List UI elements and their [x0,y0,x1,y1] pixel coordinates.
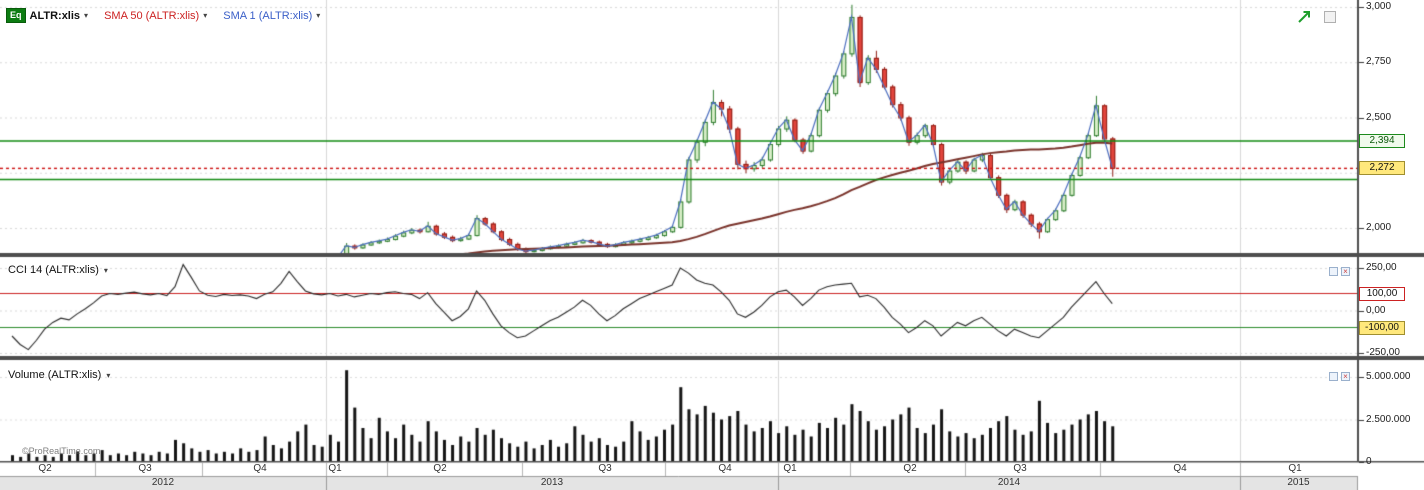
price-axis-badge: 2,394 [1359,133,1405,148]
chart-toolbar-icons [1296,8,1336,25]
sma50-legend-dropdown[interactable]: SMA 50 (ALTR:xlis) ▾ [104,10,207,22]
quarter-label: Q1 [328,463,342,474]
chevron-down-icon: ▾ [203,11,208,20]
cci-axis-badge: -100,00 [1359,320,1405,335]
volume-panel-icons: × [1329,372,1350,381]
quarter-label: Q3 [598,463,612,474]
volume-expand-icon[interactable] [1329,372,1338,381]
cci-panel-dropdown[interactable]: CCI 14 (ALTR:xlis) ▾ [8,264,108,276]
sma1-label: SMA 1 (ALTR:xlis) [223,9,313,22]
cci-axis-label: 250,00 [1366,262,1397,273]
cci-close-icon[interactable]: × [1341,267,1350,276]
quarter-label: Q3 [138,463,152,474]
quarter-label: Q4 [253,463,267,474]
price-axis-label: 2,500 [1366,111,1392,123]
volume-panel-label: Volume (ALTR:xlis) [8,369,102,381]
price-axis-badge: 2,272 [1359,160,1405,175]
quarter-label: Q1 [783,463,797,474]
volume-axis-label: 5.000.000 [1366,371,1411,382]
cci-expand-icon[interactable] [1329,267,1338,276]
watermark: ©ProRealTime.com [22,446,101,456]
legend-bar: Eq ALTR:xlis ▾ SMA 50 (ALTR:xlis) ▾ SMA … [6,8,320,23]
quarter-label: Q2 [433,463,447,474]
quarter-label: Q3 [1013,463,1027,474]
chevron-down-icon: ▾ [316,11,321,20]
year-label: 2012 [151,477,175,488]
price-axis-label: 3,000 [1366,1,1392,12]
volume-panel-dropdown[interactable]: Volume (ALTR:xlis) ▾ [8,369,110,381]
cci-panel-icons: × [1329,267,1350,276]
price-axis-label: 2,750 [1366,56,1392,68]
trend-arrow-icon[interactable] [1296,8,1313,25]
equity-type-icon: Eq [6,8,26,23]
cci-axis-badge: 100,00 [1359,286,1405,301]
cci-axis-label: 0,00 [1366,304,1386,316]
chevron-down-icon: ▾ [84,11,89,20]
volume-axis-label: 2.500.000 [1366,413,1411,425]
quarter-label: Q2 [903,463,917,474]
cci-panel-label: CCI 14 (ALTR:xlis) [8,264,99,276]
instrument-label: ALTR:xlis [29,9,81,22]
cci-axis-label: -250,00 [1366,347,1400,358]
quarter-label: Q4 [1173,463,1187,474]
instrument-selector[interactable]: Eq ALTR:xlis ▾ [6,8,88,23]
year-label: 2015 [1287,477,1310,488]
quarter-label: Q1 [1288,463,1302,474]
volume-axis-label: 0 [1366,456,1372,467]
sma50-label: SMA 50 (ALTR:xlis) [104,9,200,22]
detach-icon[interactable] [1324,10,1336,23]
chevron-down-icon: ▾ [103,265,108,275]
chevron-down-icon: ▾ [106,370,111,380]
price-axis-label: 2,000 [1366,222,1392,233]
quarter-label: Q2 [38,463,52,474]
year-label: 2014 [997,477,1021,488]
quarter-label: Q4 [718,463,732,474]
volume-close-icon[interactable]: × [1341,372,1350,381]
year-label: 2013 [540,477,564,488]
sma1-legend-dropdown[interactable]: SMA 1 (ALTR:xlis) ▾ [223,10,320,22]
